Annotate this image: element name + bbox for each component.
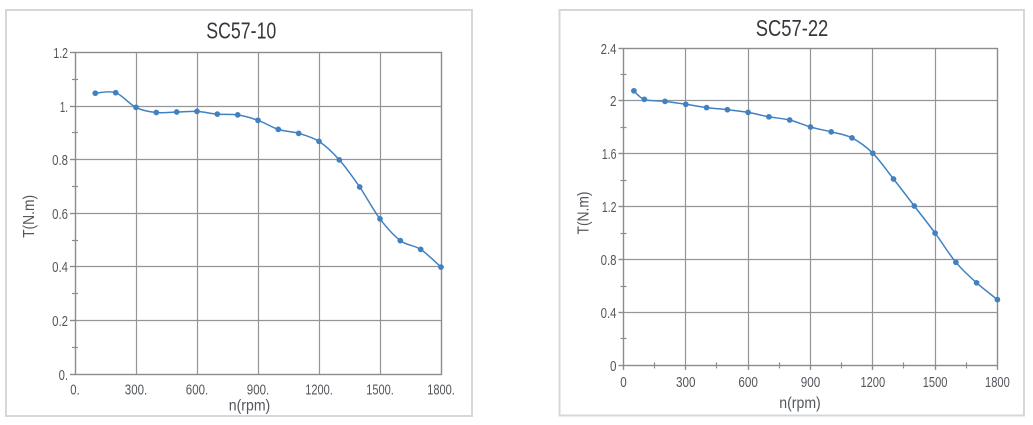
svg-text:0: 0 bbox=[610, 359, 617, 375]
svg-text:0.: 0. bbox=[70, 383, 79, 399]
svg-text:1500.: 1500. bbox=[366, 383, 394, 399]
svg-text:n(rpm): n(rpm) bbox=[779, 395, 821, 412]
svg-text:SC57-22: SC57-22 bbox=[756, 15, 829, 41]
svg-text:1.: 1. bbox=[60, 100, 68, 116]
svg-text:1800: 1800 bbox=[985, 375, 1010, 391]
svg-text:T(N.m): T(N.m) bbox=[21, 195, 38, 238]
svg-text:900.: 900. bbox=[247, 383, 269, 399]
svg-text:1.2: 1.2 bbox=[602, 200, 617, 216]
svg-text:1200: 1200 bbox=[860, 375, 885, 391]
svg-text:600.: 600. bbox=[186, 383, 208, 399]
svg-text:2.4: 2.4 bbox=[601, 42, 617, 58]
svg-text:T(N.m): T(N.m) bbox=[576, 192, 593, 235]
svg-text:1.6: 1.6 bbox=[602, 147, 617, 163]
svg-text:300: 300 bbox=[676, 375, 696, 391]
svg-text:n(rpm): n(rpm) bbox=[229, 398, 271, 415]
svg-text:1500: 1500 bbox=[923, 375, 948, 391]
svg-text:1200.: 1200. bbox=[305, 383, 333, 399]
svg-text:600: 600 bbox=[738, 375, 758, 391]
svg-text:0.4: 0.4 bbox=[601, 306, 617, 322]
svg-text:0: 0 bbox=[620, 375, 627, 391]
svg-text:0.8: 0.8 bbox=[601, 253, 617, 269]
svg-text:0.2: 0.2 bbox=[52, 314, 68, 330]
svg-text:300.: 300. bbox=[125, 383, 147, 399]
svg-text:1800.: 1800. bbox=[427, 383, 455, 399]
svg-text:1.2: 1.2 bbox=[53, 46, 68, 62]
svg-text:SC57-10: SC57-10 bbox=[206, 18, 276, 44]
svg-text:0.6: 0.6 bbox=[52, 207, 68, 223]
svg-text:900: 900 bbox=[801, 375, 821, 391]
svg-text:0.: 0. bbox=[59, 368, 68, 384]
svg-text:2: 2 bbox=[610, 94, 617, 110]
svg-text:0.4: 0.4 bbox=[52, 260, 68, 276]
svg-text:0.8: 0.8 bbox=[52, 153, 68, 169]
